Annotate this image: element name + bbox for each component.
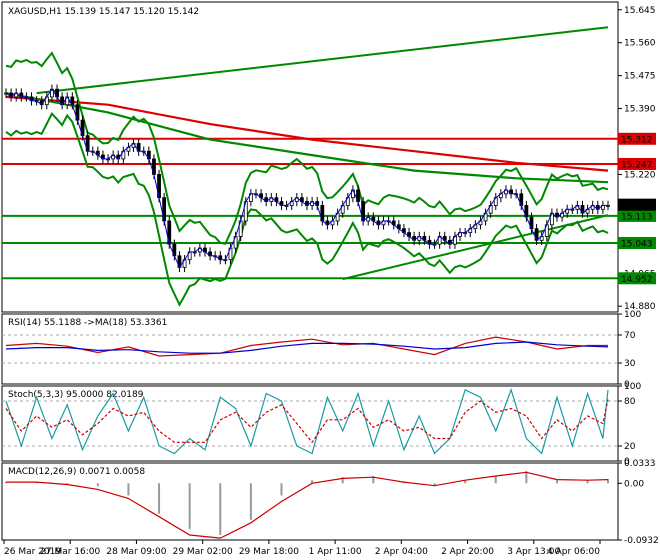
bollinger-upper (5, 51, 609, 245)
stoch-y-tick-label: 0 (624, 457, 630, 467)
x-tick-label: 29 Mar 18:00 (239, 547, 299, 557)
macd-histogram-bar (311, 480, 314, 484)
level-label-box-0 (618, 132, 656, 145)
x-tick-label: 29 Mar 02:00 (173, 547, 233, 557)
macd-y-tick-label: 0.00 (624, 479, 644, 489)
price-y-tick-label: 15.390 (624, 105, 656, 115)
rsi-panel: RSI(14) 55.1188 ->MA(18) 53.3361 100 70 30 0 (2, 310, 641, 390)
current-price-box (618, 198, 656, 211)
stoch-y-tick-label: 20 (624, 442, 636, 452)
price-panel: XAGUSD,H1 15.139 15.147 15.120 15.142 15.… (2, 6, 656, 312)
price-y-tick-label: 15.645 (624, 6, 656, 16)
x-tick-label: 27 Mar 16:00 (40, 547, 100, 557)
price-title: XAGUSD,H1 15.139 15.147 15.120 15.142 (8, 7, 199, 17)
macd-histogram-bar (607, 479, 609, 484)
macd-histogram-bar (280, 483, 283, 496)
moving-average-1 (5, 92, 609, 184)
x-tick-label: 2 Apr 20:00 (441, 547, 494, 557)
macd-signal-line (6, 471, 609, 539)
current-price-label: 15.142 (621, 201, 653, 211)
macd-y-tick-label: -0.0932 (624, 536, 659, 546)
x-tick-label: 26 Mar 2019 (4, 547, 61, 557)
macd-histogram-bar (525, 471, 528, 484)
panel-frame-0 (1, 1, 619, 313)
price-y-tick-label: 15.560 (624, 39, 656, 49)
price-y-tick-label: 14.880 (624, 302, 656, 312)
bollinger-lower (5, 111, 609, 307)
macd-histogram-bar (464, 480, 467, 484)
trendline-lower (342, 214, 609, 281)
panel-frame-2 (1, 385, 619, 462)
price-line (5, 88, 608, 269)
stoch-title: Stoch(5,3,3) 95.0000 82.0189 (8, 390, 144, 400)
stoch-y-tick-label: 80 (624, 397, 636, 407)
x-tick-label: 4 Apr 06:00 (547, 547, 600, 557)
macd-histogram-bar (96, 483, 99, 487)
rsi-y-tick-label: 30 (624, 359, 636, 369)
panel-frame-3 (1, 462, 619, 541)
x-tick-label: 3 Apr 13:00 (507, 547, 560, 557)
level-label-2: 15.113 (621, 212, 653, 222)
macd-histogram-bar (433, 483, 436, 487)
macd-histogram-bar (188, 483, 191, 529)
macd-histogram-bar (372, 475, 375, 484)
stoch-y-tick-label: 100 (624, 382, 641, 392)
rsi-y-tick-label: 100 (624, 310, 641, 320)
macd-histogram-bar (341, 477, 344, 484)
macd-histogram-bar (158, 483, 161, 514)
macd-y-tick-label: 0.0333 (624, 459, 656, 469)
rsi-y-tick-label: 70 (624, 331, 636, 341)
rsi-title: RSI(14) 55.1188 ->MA(18) 53.3361 (8, 318, 167, 328)
macd-histogram-bar (494, 475, 497, 484)
rsi-y-tick-label: 0 (624, 380, 630, 390)
level-label-box-1 (618, 157, 656, 170)
level-label-3: 15.043 (621, 240, 653, 250)
price-y-tick-label: 15.475 (624, 72, 656, 82)
moving-average-0 (5, 95, 609, 172)
price-y-tick-label: 15.220 (624, 170, 656, 180)
macd-histogram-bar (555, 480, 558, 484)
macd-title: MACD(12,26,9) 0.0071 0.0058 (8, 467, 145, 477)
stoch-d-line (5, 399, 609, 444)
level-label-box-4 (618, 272, 656, 285)
x-tick-label: 2 Apr 04:00 (375, 547, 428, 557)
stoch-k-line (5, 387, 609, 455)
level-label-box-3 (618, 237, 656, 250)
level-label-4: 14.952 (621, 275, 653, 285)
level-label-box-2 (618, 209, 656, 222)
x-tick-label: 28 Mar 09:00 (106, 547, 166, 557)
macd-histogram-bar (66, 483, 69, 485)
rsi-ma-line (5, 341, 609, 354)
macd-histogram-bar (127, 483, 130, 496)
stoch-panel: Stoch(5,3,3) 95.0000 82.0189 100 80 20 0 (2, 382, 641, 467)
level-label-0: 15.312 (621, 135, 653, 145)
level-label-1: 15.247 (621, 160, 653, 170)
x-tick-label: 1 Apr 11:00 (309, 547, 362, 557)
trendline-upper (36, 26, 609, 95)
macd-histogram-bar (219, 483, 222, 536)
macd-panel: MACD(12,26,9) 0.0071 0.0058 0.0333 0.00 -0.… (5, 459, 659, 546)
panel-frame-1 (1, 313, 619, 385)
macd-histogram-bar (249, 483, 252, 520)
macd-histogram-bar (586, 480, 589, 484)
